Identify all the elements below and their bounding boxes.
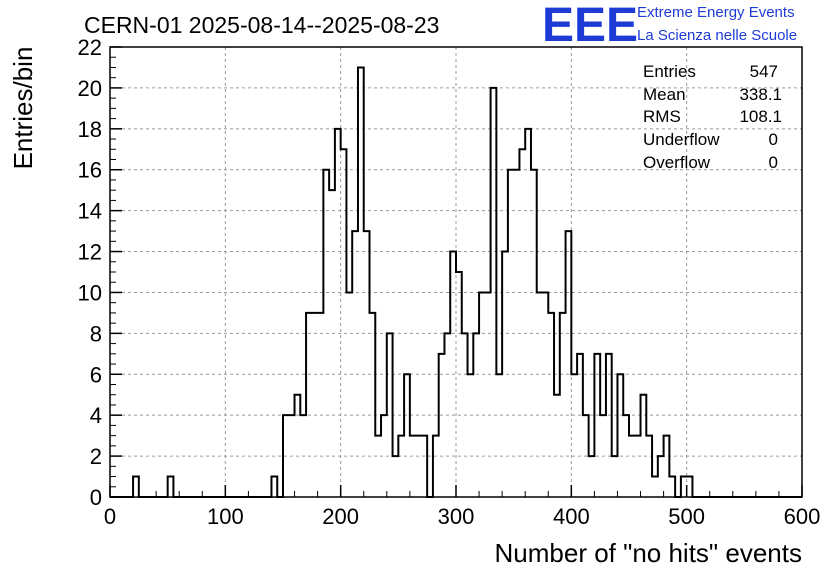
plot-frame <box>109 46 803 498</box>
grid-lines <box>110 47 802 497</box>
y-tick-label: 2 <box>90 444 102 469</box>
y-tick-label: 18 <box>78 117 102 142</box>
y-tick-label: 20 <box>78 76 102 101</box>
x-tick-label: 400 <box>553 504 590 529</box>
y-tick-label: 12 <box>78 240 102 265</box>
x-tick-label: 0 <box>104 504 116 529</box>
y-tick-label: 14 <box>78 199 102 224</box>
y-tick-label: 22 <box>78 35 102 60</box>
stats-underflow-value: 0 <box>769 130 778 149</box>
stats-entries-value: 547 <box>750 62 778 81</box>
logo-line-2: La Scienza nelle Scuole <box>637 27 797 44</box>
chart-title: CERN-01 2025-08-14--2025-08-23 <box>84 12 439 38</box>
stats-rms-value: 108.1 <box>739 107 782 126</box>
stats-rms-label: RMS <box>643 107 681 126</box>
stats-overflow-value: 0 <box>769 153 778 172</box>
eee-logo: EEE <box>542 0 638 52</box>
x-axis-label: Number of "no hits" events <box>495 538 803 568</box>
y-tick-label: 10 <box>78 280 102 305</box>
y-tick-label: 0 <box>90 485 102 510</box>
stats-mean-label: Mean <box>643 85 686 104</box>
y-tick-label: 4 <box>90 403 102 428</box>
logo-line-1: Extreme Energy Events <box>637 4 795 21</box>
stats-overflow-label: Overflow <box>643 153 711 172</box>
y-axis-label: Entries/bin <box>8 47 38 170</box>
tick-labels: 0 100 200 300 400 500 600 0 2 4 6 8 10 12 14 16 18 20 22 <box>78 35 821 529</box>
stats-underflow-label: Underflow <box>643 130 720 149</box>
x-tick-label: 500 <box>668 504 705 529</box>
y-tick-label: 6 <box>90 362 102 387</box>
stats-entries-label: Entries <box>643 62 696 81</box>
x-tick-label: 600 <box>784 504 821 529</box>
y-tick-label: 16 <box>78 158 102 183</box>
x-tick-label: 100 <box>207 504 244 529</box>
x-tick-label: 300 <box>438 504 475 529</box>
x-tick-label: 200 <box>322 504 359 529</box>
stats-mean-value: 338.1 <box>739 85 782 104</box>
y-tick-label: 8 <box>90 321 102 346</box>
stats-box: Entries 547 Mean 338.1 RMS 108.1 Underfl… <box>643 62 782 172</box>
